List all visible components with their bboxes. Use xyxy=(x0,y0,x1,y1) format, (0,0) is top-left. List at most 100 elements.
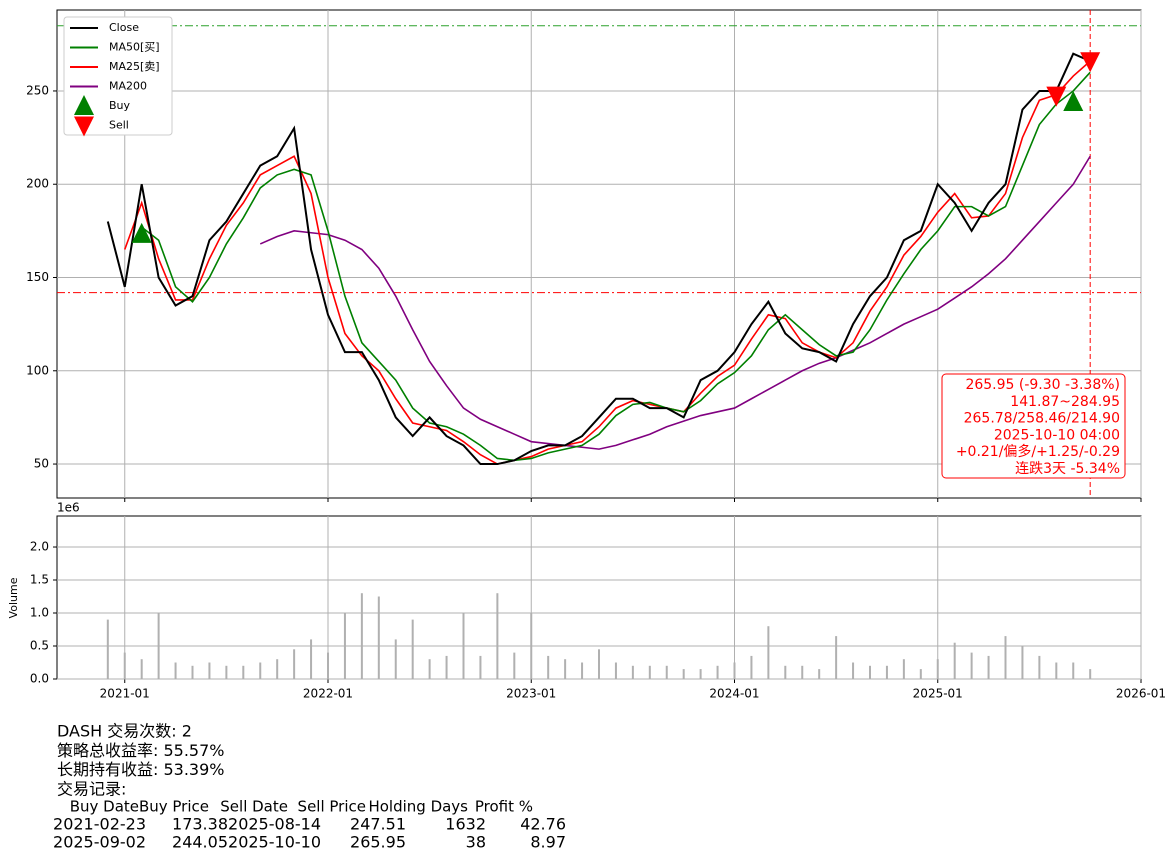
volume-bar xyxy=(225,665,228,679)
volume-bar xyxy=(835,636,838,679)
volume-bar xyxy=(547,655,550,679)
volume-bar xyxy=(970,652,973,679)
volume-bar xyxy=(191,665,194,679)
volume-bar xyxy=(242,665,245,679)
y-axis-label: Volume xyxy=(7,577,20,618)
volume-bar xyxy=(1055,662,1058,679)
volume-bar xyxy=(648,665,651,679)
legend-label: MA50[买] xyxy=(109,41,160,54)
legend-label: MA25[卖] xyxy=(109,60,160,73)
volume-bar xyxy=(428,659,431,679)
volume-bar xyxy=(479,655,482,679)
table-cell: 42.76 xyxy=(520,815,566,834)
volume-bar xyxy=(1089,669,1092,679)
report-line: 交易记录: xyxy=(57,779,126,798)
table-header: Sell Price xyxy=(298,798,366,816)
legend-label: Close xyxy=(109,21,139,34)
y-tick-label: 250 xyxy=(26,83,49,97)
volume-bar xyxy=(885,665,888,679)
table-cell: 265.95 xyxy=(350,833,406,852)
x-tick-label: 2023-01 xyxy=(506,687,556,701)
table-cell: 244.05 xyxy=(172,833,228,852)
legend-label: MA200 xyxy=(109,80,147,93)
x-tick-label: 2024-01 xyxy=(709,687,759,701)
x-tick-label: 2022-01 xyxy=(303,687,353,701)
volume-bar xyxy=(259,662,262,679)
volume-bar xyxy=(496,593,499,679)
volume-bar xyxy=(411,619,414,679)
annotation-text: +0.21/偏多/+1.25/-0.29 xyxy=(956,443,1120,460)
volume-bar xyxy=(919,669,922,679)
volume-bar xyxy=(106,619,109,679)
table-cell: 2025-08-14 xyxy=(228,815,321,834)
report-line: 长期持有收益: 53.39% xyxy=(57,760,225,779)
volume-bar xyxy=(682,669,685,679)
volume-bar xyxy=(631,665,634,679)
volume-bar xyxy=(733,662,736,679)
volume-bar xyxy=(343,613,346,679)
legend-label: Buy xyxy=(109,99,131,112)
volume-bar xyxy=(614,662,617,679)
volume-bar xyxy=(987,655,990,679)
annotation-text: 265.95 (-9.30 -3.38%) xyxy=(965,377,1120,393)
volume-bar xyxy=(564,659,567,679)
volume-bar xyxy=(1038,655,1041,679)
volume-bar xyxy=(276,659,279,679)
volume-bar xyxy=(462,613,465,679)
table-cell: 2021-02-23 xyxy=(53,815,146,834)
volume-bar xyxy=(208,662,211,679)
volume-bar xyxy=(327,652,329,679)
volume-bar xyxy=(598,649,600,679)
table-cell: 38 xyxy=(466,833,486,852)
y-tick-label: 200 xyxy=(26,177,49,191)
volume-bar xyxy=(581,662,584,679)
volume-bar xyxy=(818,669,821,679)
volume-bar xyxy=(513,652,516,679)
trade-marker xyxy=(1046,86,1067,107)
legend-swatch xyxy=(74,95,94,115)
x-tick-label: 2025-01 xyxy=(913,687,963,701)
volume-bar xyxy=(953,642,956,679)
series-line xyxy=(123,60,1091,465)
annotation-text: 2025-10-10 04:00 xyxy=(994,427,1120,443)
volume-bar xyxy=(310,639,313,679)
table-header: Profit % xyxy=(475,798,533,816)
volume-bar xyxy=(140,659,143,679)
volume-bar xyxy=(530,613,533,679)
x-tick-label: 2021-01 xyxy=(100,687,150,701)
annotation-text: 265.78/258.46/214.90 xyxy=(964,411,1120,427)
series-line xyxy=(259,155,1091,450)
report-line: DASH 交易次数: 2 xyxy=(57,722,192,741)
volume-bar xyxy=(1004,636,1007,679)
table-cell: 2025-10-10 xyxy=(228,833,321,852)
table-header: Sell Date xyxy=(220,798,288,816)
legend-swatch xyxy=(74,116,94,137)
table-cell: 8.97 xyxy=(530,833,566,852)
y-tick-label: 100 xyxy=(26,363,49,377)
volume-bar xyxy=(445,655,448,679)
volume-bar xyxy=(902,659,905,679)
y-tick-label: 2.0 xyxy=(30,540,49,554)
table-header: Holding Days xyxy=(368,798,468,816)
volume-bar xyxy=(767,626,770,679)
volume-bar xyxy=(784,665,787,679)
volume-bar xyxy=(1072,662,1075,679)
volume-bar xyxy=(750,655,753,679)
volume-bar xyxy=(699,669,702,679)
series-line xyxy=(106,52,1091,466)
table-header: Buy Price xyxy=(139,798,209,816)
y-tick-label: 0.5 xyxy=(30,639,49,653)
table-header: Buy Date xyxy=(70,798,139,816)
volume-bar xyxy=(174,662,177,679)
annotation-box xyxy=(941,373,1126,479)
legend-label: Sell xyxy=(109,119,129,132)
volume-bar xyxy=(869,665,871,679)
table-cell: 247.51 xyxy=(350,815,406,834)
volume-bar xyxy=(157,613,160,679)
y-tick-label: 150 xyxy=(26,270,49,284)
volume-bar xyxy=(377,596,380,679)
y-tick-label: 1.5 xyxy=(30,573,49,587)
volume-bar xyxy=(936,659,939,679)
